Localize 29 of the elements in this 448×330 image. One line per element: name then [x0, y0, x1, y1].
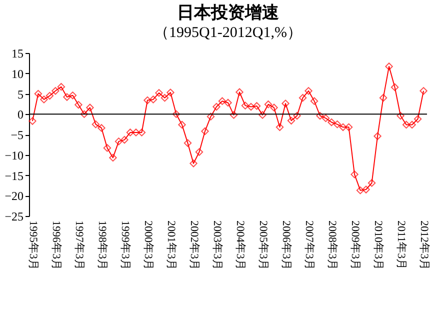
y-tick-label: 5 [18, 87, 24, 102]
x-tick-label: 2003年3月 [210, 220, 223, 270]
y-tick-label: −5 [10, 128, 24, 142]
y-tick-label: 0 [18, 108, 24, 122]
x-tick-label: 2002年3月 [188, 220, 200, 270]
x-tick-label: 1997年3月 [72, 220, 85, 270]
chart-subtitle: （1995Q1-2012Q1,%） [154, 25, 302, 41]
x-tick-label: 2009年3月 [349, 220, 362, 270]
x-tick-label: 2004年3月 [234, 220, 246, 270]
x-tick-label: 2000年3月 [142, 220, 154, 270]
x-tick-label: 2006年3月 [280, 220, 292, 270]
x-tick-label: 2010年3月 [372, 220, 384, 270]
y-tick-label: 10 [12, 66, 24, 81]
x-tick-label: 1995年3月 [26, 220, 39, 270]
chart-title: 日本投资增速 [177, 3, 279, 22]
x-tick-label: 2011年3月 [395, 220, 408, 270]
x-tick-label: 1996年3月 [50, 220, 62, 270]
x-tick-label: 2008年3月 [326, 220, 338, 270]
y-tick-label: 15 [12, 46, 24, 60]
x-tick-label: 2005年3月 [257, 220, 270, 270]
x-tick-label: 2007年3月 [303, 220, 316, 270]
y-tick-label: −25 [4, 210, 24, 224]
y-tick-label: −10 [4, 148, 24, 162]
x-tick-label: 2012年3月 [418, 220, 430, 270]
y-tick-label: −20 [4, 189, 24, 204]
x-tick-label: 1998年3月 [96, 220, 108, 270]
x-tick-label: 1999年3月 [118, 220, 131, 270]
y-tick-label: −15 [4, 168, 24, 183]
x-tick-label: 2001年3月 [164, 220, 177, 270]
